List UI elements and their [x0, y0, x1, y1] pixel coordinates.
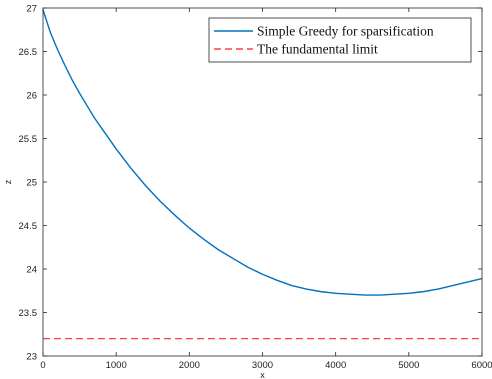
- y-tick-label: 26.5: [19, 47, 38, 58]
- legend-label-greedy: Simple Greedy for sparsification: [257, 24, 434, 39]
- y-tick-label: 25.5: [19, 134, 38, 145]
- series-line-0: [42, 9, 483, 296]
- x-tick-label: 2000: [179, 360, 200, 371]
- x-tick-label: 5000: [398, 360, 419, 371]
- y-tick-label: 26: [26, 91, 37, 102]
- y-tick-label: 23: [26, 352, 37, 363]
- x-tick-label: 3000: [252, 360, 273, 371]
- x-axis-label: x: [260, 370, 265, 379]
- legend-box: [208, 17, 472, 63]
- x-tick-label: 1000: [106, 360, 127, 371]
- legend-label-limit: The fundamental limit: [257, 42, 378, 57]
- y-tick-label: 24.5: [19, 221, 38, 232]
- y-tick-label: 27: [26, 4, 37, 15]
- y-tick-label: 24: [26, 265, 37, 276]
- x-tick-label: 4000: [325, 360, 346, 371]
- tick-layer: 0 1000 2000 3000 4000 5000 6000 23 23.5 24 24.5 25 2…: [19, 4, 492, 372]
- y-tick-label: 25: [26, 178, 37, 189]
- y-tick-label: 23.5: [19, 308, 38, 319]
- legend: Simple Greedy for sparsification The fun…: [208, 17, 472, 63]
- series-layer: [42, 9, 483, 340]
- plot-background: [43, 8, 482, 356]
- x-tick-label: 6000: [471, 360, 492, 371]
- x-tick-label: 0: [40, 360, 45, 371]
- plot-area: [43, 8, 482, 356]
- y-axis-label: z: [3, 179, 13, 184]
